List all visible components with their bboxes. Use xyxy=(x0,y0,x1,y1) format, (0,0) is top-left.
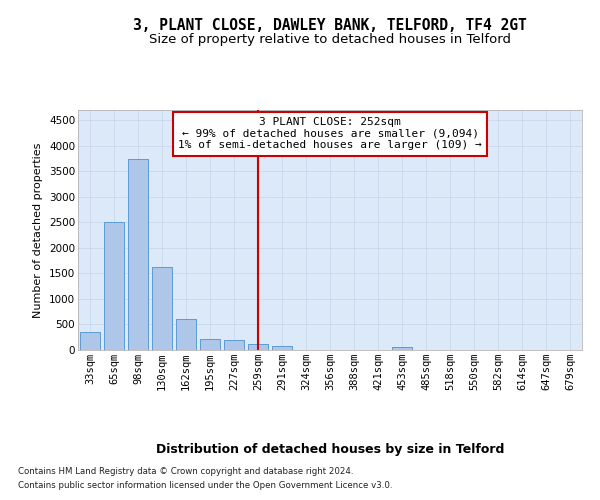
Bar xyxy=(392,348,412,350)
Bar xyxy=(104,222,124,350)
Bar xyxy=(128,158,148,350)
Text: 3, PLANT CLOSE, DAWLEY BANK, TELFORD, TF4 2GT: 3, PLANT CLOSE, DAWLEY BANK, TELFORD, TF… xyxy=(133,18,527,32)
Text: Contains public sector information licensed under the Open Government Licence v3: Contains public sector information licen… xyxy=(18,481,392,490)
Text: Distribution of detached houses by size in Telford: Distribution of detached houses by size … xyxy=(156,442,504,456)
Bar xyxy=(248,344,268,350)
Bar xyxy=(272,346,292,350)
Y-axis label: Number of detached properties: Number of detached properties xyxy=(34,142,43,318)
Bar xyxy=(152,267,172,350)
Bar xyxy=(80,332,100,350)
Text: Contains HM Land Registry data © Crown copyright and database right 2024.: Contains HM Land Registry data © Crown c… xyxy=(18,468,353,476)
Bar xyxy=(200,338,220,350)
Text: 3 PLANT CLOSE: 252sqm
← 99% of detached houses are smaller (9,094)
1% of semi-de: 3 PLANT CLOSE: 252sqm ← 99% of detached … xyxy=(178,117,482,150)
Bar xyxy=(224,340,244,350)
Text: Size of property relative to detached houses in Telford: Size of property relative to detached ho… xyxy=(149,32,511,46)
Bar xyxy=(176,320,196,350)
